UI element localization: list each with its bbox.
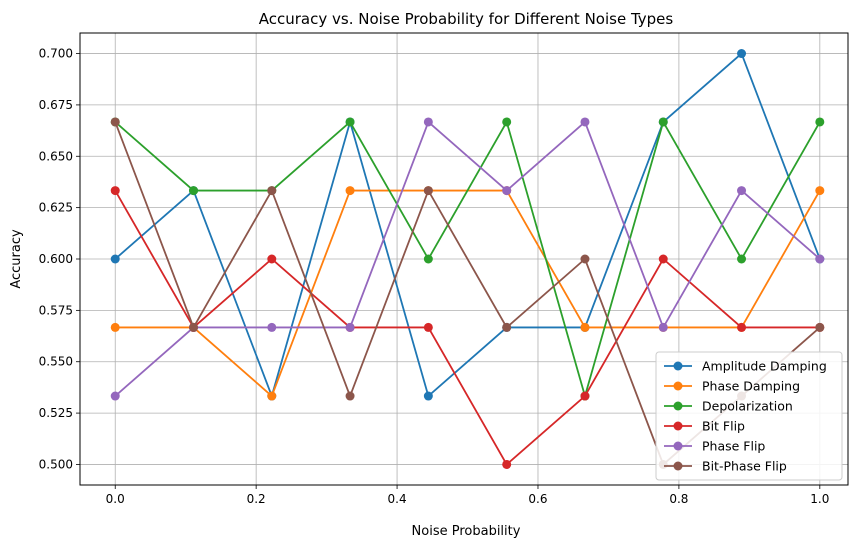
data-point bbox=[110, 186, 120, 196]
x-tick-label: 0.0 bbox=[106, 492, 125, 506]
x-tick-label: 0.8 bbox=[669, 492, 688, 506]
data-point bbox=[815, 322, 825, 332]
series-phase-flip bbox=[110, 117, 825, 401]
y-axis-label: Accuracy bbox=[9, 229, 24, 289]
y-tick-label: 0.675 bbox=[39, 98, 73, 112]
legend-swatch-marker bbox=[673, 401, 683, 411]
y-tick-label: 0.500 bbox=[39, 457, 73, 471]
data-point bbox=[580, 391, 590, 401]
data-point bbox=[502, 322, 512, 332]
x-tick-label: 0.2 bbox=[247, 492, 266, 506]
data-point bbox=[189, 186, 199, 196]
data-point bbox=[267, 391, 277, 401]
data-point bbox=[423, 391, 433, 401]
data-point bbox=[345, 117, 355, 127]
y-tick-label: 0.575 bbox=[39, 303, 73, 317]
data-point bbox=[502, 186, 512, 196]
data-point bbox=[815, 186, 825, 196]
legend-swatch-marker bbox=[673, 421, 683, 431]
data-point bbox=[658, 254, 668, 264]
legend-label: Bit Flip bbox=[702, 419, 745, 434]
y-tick-label: 0.650 bbox=[39, 149, 73, 163]
x-axis-ticks: 0.0 0.2 0.4 0.6 0.8 1.0 bbox=[106, 485, 829, 506]
y-tick-label: 0.600 bbox=[39, 252, 73, 266]
data-point bbox=[423, 186, 433, 196]
data-point bbox=[110, 117, 120, 127]
data-point bbox=[423, 322, 433, 332]
data-point bbox=[423, 117, 433, 127]
legend-swatch-marker bbox=[673, 461, 683, 471]
legend-item: Depolarization bbox=[664, 399, 793, 414]
data-point bbox=[267, 254, 277, 264]
legend-swatch-marker bbox=[673, 441, 683, 451]
data-point bbox=[502, 459, 512, 469]
x-tick-label: 0.6 bbox=[528, 492, 547, 506]
data-point bbox=[737, 49, 747, 59]
data-point bbox=[737, 254, 747, 264]
legend-box bbox=[655, 351, 843, 481]
legend-label: Phase Flip bbox=[702, 439, 765, 454]
y-tick-label: 0.625 bbox=[39, 201, 73, 215]
legend-item: Phase Damping bbox=[664, 379, 800, 394]
y-tick-label: 0.525 bbox=[39, 406, 73, 420]
legend-item: Bit Flip bbox=[664, 419, 745, 434]
series-line bbox=[114, 190, 820, 466]
legend-label: Amplitude Damping bbox=[702, 359, 827, 374]
data-point bbox=[345, 186, 355, 196]
data-point bbox=[658, 117, 668, 127]
series-line bbox=[114, 119, 821, 400]
y-tick-label: 0.550 bbox=[39, 355, 73, 369]
data-point bbox=[815, 117, 825, 127]
data-point bbox=[110, 391, 120, 401]
data-point bbox=[815, 254, 825, 264]
data-point bbox=[580, 117, 590, 127]
data-point bbox=[658, 322, 668, 332]
data-point bbox=[267, 322, 277, 332]
data-point bbox=[580, 254, 590, 264]
x-tick-label: 0.4 bbox=[388, 492, 407, 506]
legend-label: Phase Damping bbox=[702, 379, 800, 394]
data-point bbox=[737, 322, 747, 332]
data-point bbox=[423, 254, 433, 264]
legend-label: Depolarization bbox=[702, 399, 793, 414]
legend-label: Bit-Phase Flip bbox=[702, 459, 787, 474]
data-point bbox=[110, 254, 120, 264]
legend-swatch-marker bbox=[673, 361, 683, 371]
y-axis-ticks: 0.500 0.525 0.550 0.575 0.600 0.625 0.650 0.675… bbox=[39, 47, 80, 471]
y-tick-label: 0.700 bbox=[39, 47, 73, 61]
legend-item: Phase Flip bbox=[664, 439, 765, 454]
legend-item: Bit-Phase Flip bbox=[664, 459, 787, 474]
data-point bbox=[345, 391, 355, 401]
legend: Amplitude Damping Phase Damping Depolariza… bbox=[655, 351, 843, 481]
legend-item: Amplitude Damping bbox=[664, 359, 827, 374]
chart-title: Accuracy vs. Noise Probability for Diffe… bbox=[259, 10, 674, 28]
legend-swatch-marker bbox=[673, 381, 683, 391]
x-axis-label: Noise Probability bbox=[412, 524, 521, 539]
data-point bbox=[189, 322, 199, 332]
data-point bbox=[580, 322, 590, 332]
x-tick-label: 1.0 bbox=[810, 492, 829, 506]
data-point bbox=[267, 186, 277, 196]
data-point bbox=[502, 117, 512, 127]
data-point bbox=[737, 186, 747, 196]
data-point bbox=[345, 322, 355, 332]
data-point bbox=[110, 322, 120, 332]
series-line bbox=[114, 120, 821, 397]
